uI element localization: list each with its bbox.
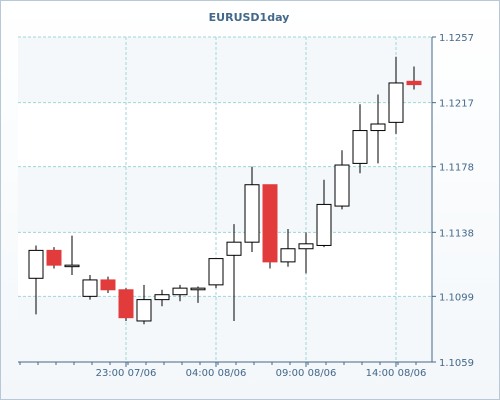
y-tick-label: 1.1178: [439, 163, 474, 174]
candle: [118, 288, 134, 321]
plot-bands: [18, 37, 432, 362]
candle-body: [226, 241, 242, 256]
candle: [352, 104, 368, 174]
candle-body: [388, 82, 404, 123]
candle-body: [208, 258, 224, 286]
candle-body: [262, 184, 278, 263]
candle: [46, 247, 62, 269]
candles: [28, 56, 422, 325]
candle-body: [352, 130, 368, 164]
candle-body: [280, 248, 296, 263]
candle: [154, 289, 170, 307]
candle-body: [154, 294, 170, 301]
y-tick-label: 1.1099: [439, 292, 474, 303]
candle-body: [406, 80, 422, 86]
candle: [100, 276, 116, 294]
plot-band: [18, 232, 432, 297]
candle-body: [46, 249, 62, 266]
candle-body: [334, 164, 350, 207]
x-tick-label: 04:00 08/06: [186, 368, 247, 379]
candle: [64, 235, 80, 276]
x-tick-label: 09:00 08/06: [276, 368, 337, 379]
y-tick-label: 1.1217: [439, 99, 474, 110]
x-tick-label: 14:00 08/06: [366, 368, 427, 379]
axes: [18, 36, 436, 367]
candle-body: [172, 287, 188, 296]
x-tick-label: 23:00 07/06: [96, 368, 157, 379]
candle: [316, 179, 332, 248]
y-tick-label: 1.1138: [439, 228, 474, 239]
candle: [28, 245, 44, 315]
candle-body: [100, 279, 116, 291]
candle-body: [244, 184, 260, 243]
candle: [370, 94, 386, 164]
tick-labels: 1.1257 1.1217 1.1178 1.1138 1.1099 1.1059 23:0…: [96, 33, 474, 379]
candle-body: [82, 279, 98, 297]
candle: [388, 56, 404, 134]
y-tick-label: 1.1257: [439, 33, 474, 44]
plot-band: [18, 37, 432, 103]
candle: [208, 258, 224, 289]
candle: [280, 229, 296, 267]
candle: [244, 166, 260, 253]
candle: [136, 284, 152, 325]
candle-body: [64, 264, 80, 268]
plot-band: [18, 102, 432, 167]
candle-body: [28, 249, 44, 279]
plot-band: [18, 166, 432, 233]
candle: [262, 184, 278, 269]
candle-body: [370, 123, 386, 132]
candle-body: [298, 243, 314, 250]
candle-body: [190, 287, 206, 291]
candle: [226, 224, 242, 321]
candle: [190, 286, 206, 303]
candle: [298, 232, 314, 274]
chart-title: EURUSD1day: [209, 11, 290, 24]
candle: [334, 150, 350, 210]
plot-band: [18, 296, 432, 362]
y-tick-label: 1.1059: [439, 358, 474, 369]
candle-body: [316, 203, 332, 246]
candle: [406, 66, 422, 90]
candle-body: [136, 299, 152, 322]
candle: [82, 275, 98, 300]
candle-body: [118, 289, 134, 319]
candle: [172, 284, 188, 302]
